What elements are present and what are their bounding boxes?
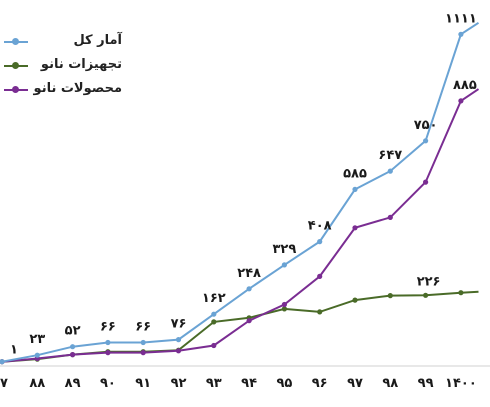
data-point [387,214,393,220]
data-point [281,301,287,308]
data-label: ۴۰۸ [308,219,332,234]
data-point [317,273,323,279]
legend-swatch-dot [12,86,19,93]
series-layer [0,21,480,365]
data-point [70,344,76,350]
x-tick-label: ۸۸ [29,376,45,391]
x-tick-label: ۸۷ [0,376,8,391]
data-point [105,339,111,346]
data-label: ۲۴۸ [237,266,261,281]
legend-item-total: آمار کل [4,30,122,54]
data-point [387,168,393,174]
data-point [34,352,40,358]
data-point [175,337,182,343]
data-point [246,318,252,324]
data-point [423,292,429,298]
data-point [423,138,429,144]
x-tick-label: ۸۹ [65,376,81,391]
data-point [352,225,358,231]
data-point [352,297,358,303]
legend: آمار کل تجهیزات نانو محصولات نانو [4,30,122,102]
data-point [317,239,323,245]
x-tick-label: ۹۹ [418,376,434,391]
data-point [387,293,393,299]
x-tick-label: ۱۴۰۰ [445,376,477,391]
legend-swatch-dot [12,62,19,69]
series-line-2 [1,88,480,363]
x-tick-label: ۹۲ [171,376,187,391]
x-tick-label: ۹۳ [206,376,222,391]
x-tick-layer: ۸۷ ۸۸ ۸۹ ۹۰ ۹۱ ۹۲ ۹۳ ۹۴ ۹۵ ۹۶ ۹۷ ۹۸ ۹۹ ۱۴۰۰ [0,376,477,391]
x-tick-label: ۹۱ [135,376,151,391]
data-point [458,290,464,296]
data-label-layer: ۱ ۲۳ ۵۲ ۶۶ ۶۶ ۷۶ ۱۶۲ ۲۴۸ ۳۲۹ ۴۰۸ ۵۸۵ ۶۴۷ ۷۵۰ ۱۱۱۱ ۲۲۶ ۸… [10,11,477,357]
data-point [175,348,182,354]
data-point [211,342,217,349]
data-point [352,186,358,192]
data-label: ۳۲۹ [272,242,296,257]
legend-label: محصولات نانو [33,81,122,96]
data-point [317,309,323,315]
data-label: ۵۲ [65,324,81,339]
data-point [70,352,76,358]
x-tick-label: ۹۵ [276,376,292,391]
data-label: ۸۸۵ [453,78,477,93]
data-point [140,350,146,356]
legend-item-products: محصولات نانو [4,78,122,102]
data-point [281,262,287,268]
legend-item-equipment: تجهیزات نانو [4,54,122,78]
data-point [105,350,111,356]
data-point [458,31,464,37]
data-label: ۶۶ [135,320,151,335]
data-label: ۷۶ [171,317,187,332]
data-label: ۶۶ [100,320,116,335]
data-label: ۲۲۶ [417,274,441,289]
data-label: ۱۶۲ [202,291,226,306]
data-point [211,311,217,317]
x-tick-label: ۹۸ [382,376,398,391]
data-point [423,179,429,185]
data-point [458,98,464,104]
data-label: ۱۱۱۱ [445,11,477,26]
legend-label: تجهیزات نانو [40,57,122,72]
data-label: ۵۸۵ [343,166,367,181]
data-point [140,339,146,346]
data-point [211,319,217,325]
data-point [281,306,287,312]
data-point [246,286,252,292]
x-tick-label: ۹۷ [347,376,363,391]
x-tick-label: ۹۰ [100,376,116,391]
data-label: ۶۴۷ [378,148,402,163]
x-tick-label: ۹۴ [241,376,257,391]
legend-swatch-dot [12,38,19,45]
data-label: ۷۵۰ [414,118,438,133]
data-label: ۱ [10,343,18,358]
legend-label: آمار کل [73,33,122,48]
data-label: ۲۳ [29,332,45,347]
data-point [0,359,5,365]
x-tick-label: ۹۶ [312,376,328,391]
